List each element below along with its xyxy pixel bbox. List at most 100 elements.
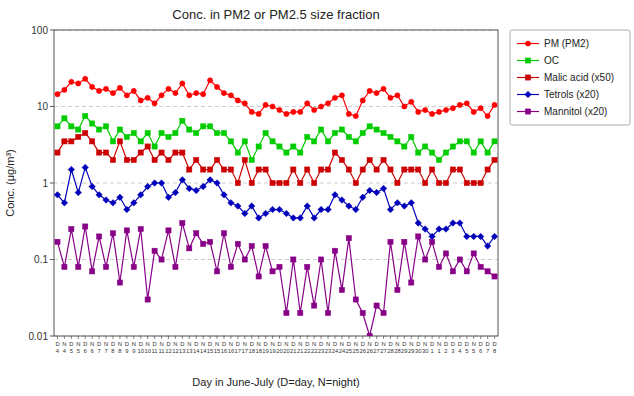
point bbox=[409, 134, 414, 139]
point bbox=[145, 144, 150, 149]
point bbox=[464, 139, 469, 144]
point bbox=[207, 124, 212, 129]
x-tick-label-line: 22 bbox=[311, 348, 317, 354]
x-tick-label: D11 bbox=[152, 341, 158, 354]
x-tick-label-line: D bbox=[97, 341, 101, 347]
x-tick-label-line: 1 bbox=[430, 348, 433, 354]
point bbox=[346, 134, 351, 139]
x-tick bbox=[369, 336, 370, 339]
x-tick bbox=[126, 336, 127, 339]
point bbox=[269, 206, 276, 213]
point bbox=[388, 95, 393, 100]
point bbox=[55, 150, 60, 155]
point bbox=[248, 203, 255, 210]
x-tick bbox=[466, 336, 467, 339]
x-tick-label-line: D bbox=[194, 341, 198, 347]
x-tick-label: D7 bbox=[486, 341, 490, 354]
point bbox=[76, 127, 81, 132]
point bbox=[374, 90, 379, 95]
point bbox=[201, 241, 206, 246]
point bbox=[75, 189, 82, 196]
x-tick-label-line: 17 bbox=[235, 348, 241, 354]
point bbox=[270, 104, 275, 109]
x-tick-label: D13 bbox=[179, 341, 185, 354]
x-tick-label: N27 bbox=[380, 341, 386, 354]
point bbox=[159, 150, 164, 155]
point bbox=[214, 157, 219, 162]
point bbox=[194, 231, 199, 236]
x-tick-label-line: 2 bbox=[444, 348, 447, 354]
x-tick bbox=[418, 336, 419, 339]
point bbox=[346, 167, 351, 172]
point bbox=[180, 81, 185, 86]
point bbox=[402, 167, 407, 172]
x-tick-label-line: 28 bbox=[387, 348, 393, 354]
x-tick-label-line: N bbox=[257, 341, 261, 347]
point bbox=[353, 297, 358, 302]
point bbox=[235, 150, 240, 155]
point bbox=[117, 139, 122, 144]
x-tick-label-line: 4 bbox=[56, 348, 60, 354]
point bbox=[131, 264, 136, 269]
x-tick-label-line: 15 bbox=[207, 348, 213, 354]
x-axis-label: Day in June-July (D=day, N=night) bbox=[192, 376, 359, 388]
y-axis: 0.010.1110100 bbox=[29, 25, 54, 342]
point bbox=[443, 226, 450, 233]
x-tick bbox=[71, 336, 72, 339]
point bbox=[388, 167, 393, 172]
point bbox=[228, 167, 233, 172]
x-tick-label: D21 bbox=[290, 341, 296, 354]
x-tick bbox=[341, 336, 342, 339]
point bbox=[311, 215, 318, 222]
point bbox=[83, 224, 88, 229]
point bbox=[138, 139, 143, 144]
x-tick-label-line: 29 bbox=[401, 348, 407, 354]
point bbox=[367, 333, 372, 336]
point bbox=[359, 194, 366, 201]
point bbox=[124, 93, 129, 98]
x-tick-label-line: D bbox=[444, 341, 448, 347]
x-tick-label-line: N bbox=[472, 341, 476, 347]
point bbox=[429, 233, 436, 240]
point bbox=[83, 113, 88, 118]
x-tick-label-line: 6 bbox=[84, 348, 87, 354]
legend-label: Mannitol (x20) bbox=[544, 106, 607, 117]
x-tick bbox=[147, 336, 148, 339]
x-tick-label-line: N bbox=[76, 341, 80, 347]
x-tick-label-line: 9 bbox=[132, 348, 135, 354]
legend-marker bbox=[525, 58, 530, 63]
point bbox=[159, 257, 164, 262]
x-tick-label-line: 8 bbox=[111, 348, 114, 354]
point bbox=[346, 203, 353, 210]
x-tick-label-line: D bbox=[264, 341, 268, 347]
point bbox=[477, 233, 484, 240]
x-tick-label: D1 bbox=[430, 341, 434, 354]
x-tick-label: D12 bbox=[165, 341, 171, 354]
legend-marker bbox=[525, 75, 530, 80]
x-tick-label-line: D bbox=[361, 341, 365, 347]
x-tick-label: N7 bbox=[104, 341, 108, 354]
point bbox=[83, 130, 88, 135]
point bbox=[145, 130, 150, 135]
point bbox=[478, 106, 483, 111]
x-tick-label-line: N bbox=[368, 341, 372, 347]
point bbox=[416, 234, 421, 239]
x-tick-label-line: 13 bbox=[186, 348, 192, 354]
x-tick-label: N15 bbox=[214, 341, 220, 354]
x-tick bbox=[473, 336, 474, 339]
series bbox=[55, 130, 497, 185]
point bbox=[284, 150, 289, 155]
point bbox=[55, 124, 60, 129]
y-tick bbox=[50, 183, 54, 184]
point bbox=[436, 157, 441, 162]
y-tick-label: 10 bbox=[37, 101, 49, 112]
point bbox=[366, 187, 373, 194]
point bbox=[395, 287, 400, 292]
point bbox=[270, 180, 275, 185]
point bbox=[96, 234, 101, 239]
point bbox=[144, 183, 151, 190]
point bbox=[62, 264, 67, 269]
x-tick-label: N1 bbox=[437, 341, 441, 354]
point bbox=[180, 220, 185, 225]
x-tick-label-line: D bbox=[305, 341, 309, 347]
